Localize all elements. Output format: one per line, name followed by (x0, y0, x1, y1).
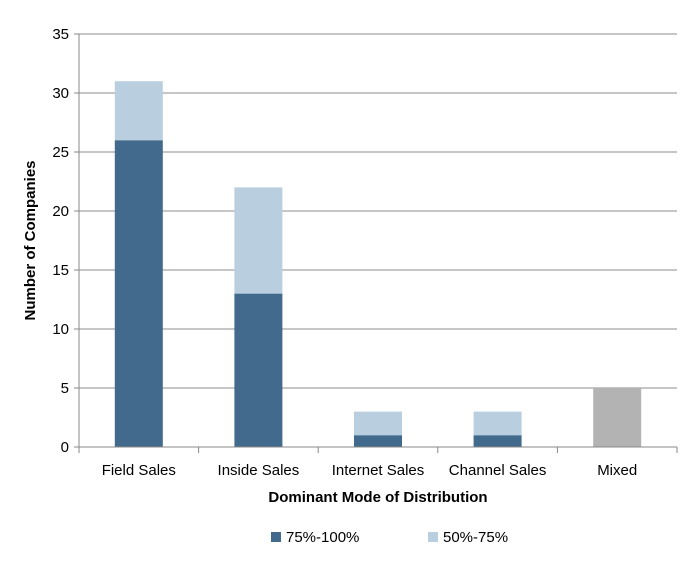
y-tick-label: 15 (52, 262, 69, 279)
x-category-label: Channel Sales (449, 462, 547, 479)
x-axis-title: Dominant Mode of Distribution (268, 489, 487, 506)
x-category-labels: Field Sales Inside Sales Internet Sales Cha… (102, 462, 638, 479)
bar-segment (114, 140, 163, 447)
legend-swatch (428, 532, 438, 542)
y-tick-label: 0 (61, 439, 69, 456)
legend: 75%-100% 50%-75% (271, 529, 508, 546)
x-category-label: Mixed (597, 462, 637, 479)
bar-segment (354, 435, 402, 447)
y-tick-labels: 0 5 10 15 20 25 30 35 (52, 26, 69, 456)
y-tick-label: 35 (52, 26, 69, 43)
legend-label: 75%-100% (286, 529, 359, 546)
x-category-label: Field Sales (102, 462, 176, 479)
y-tick-label: 25 (52, 144, 69, 161)
y-tick-label: 20 (52, 203, 69, 220)
gridlines (74, 33, 678, 453)
bars (114, 81, 642, 447)
bar-segment (114, 81, 163, 141)
x-category-label: Internet Sales (332, 462, 425, 479)
y-tick-label: 10 (52, 321, 69, 338)
bar-segment (593, 388, 642, 447)
bar-segment (473, 435, 522, 447)
bar-segment (234, 187, 283, 294)
bar-segment (473, 411, 522, 436)
bar-segment (234, 293, 283, 447)
legend-label: 50%-75% (443, 529, 508, 546)
legend-swatch (271, 532, 281, 542)
y-tick-label: 5 (61, 380, 69, 397)
bar-segment (354, 411, 402, 436)
x-category-label: Inside Sales (218, 462, 300, 479)
y-tick-label: 30 (52, 85, 69, 102)
y-axis-title: Number of Companies (22, 160, 39, 320)
